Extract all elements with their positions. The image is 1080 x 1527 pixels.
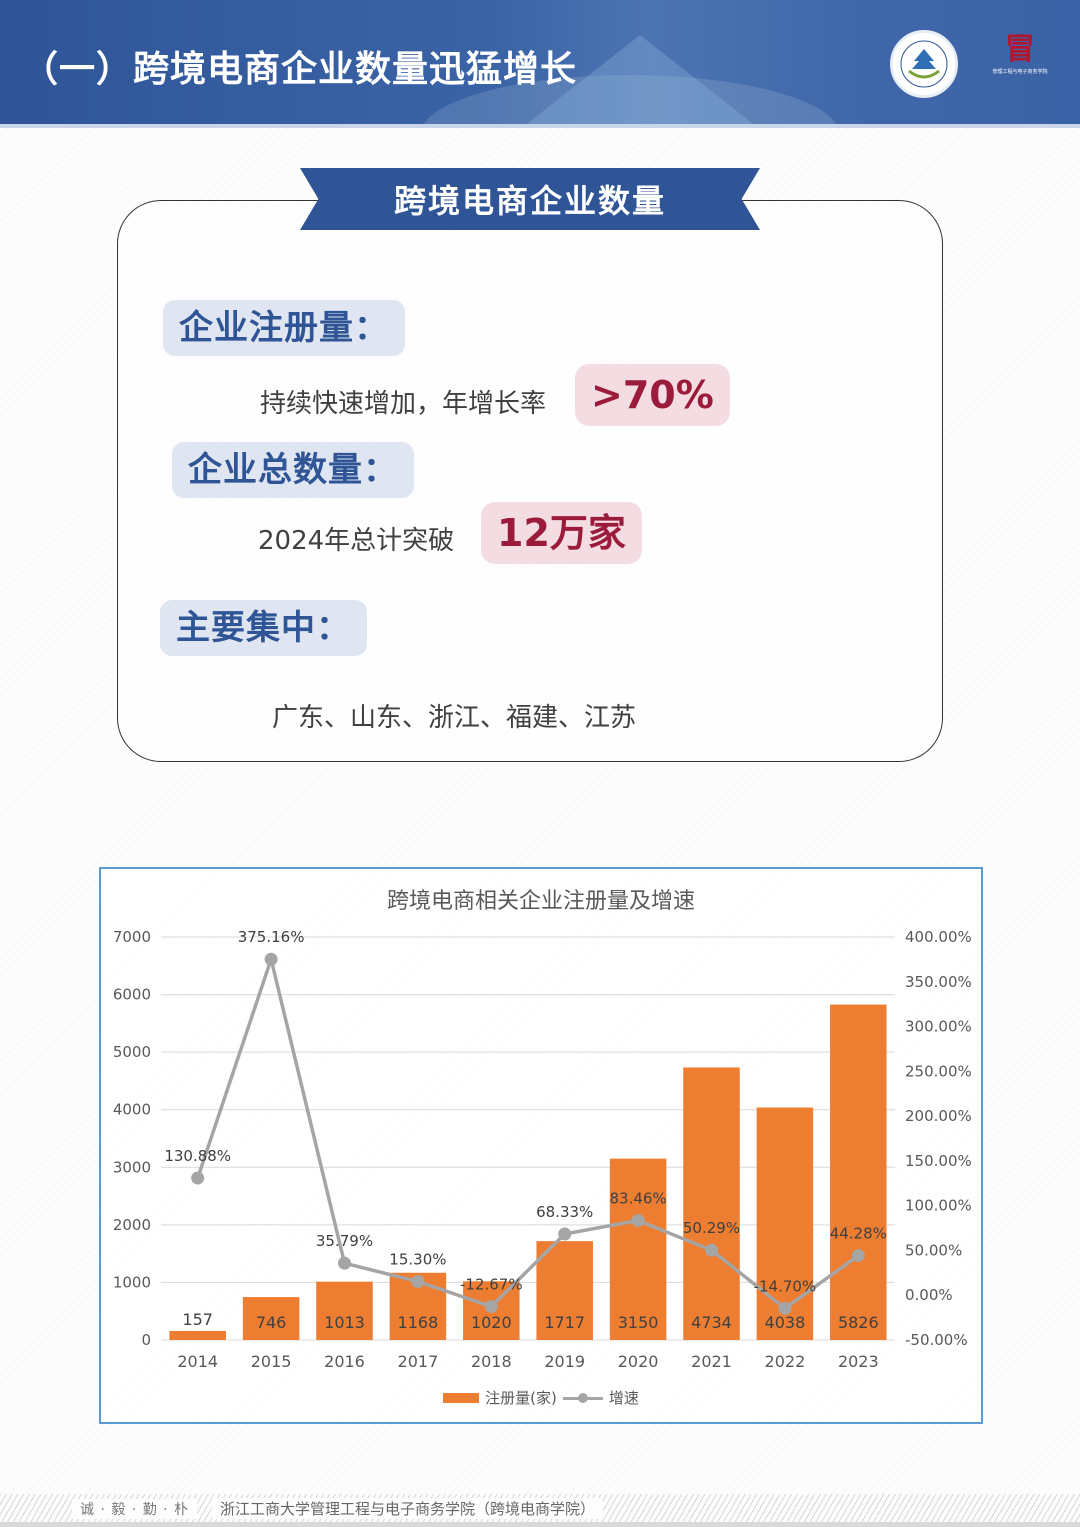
registrations-text: 持续快速增加，年增长率 <box>260 389 547 419</box>
growth-rate-point <box>191 1171 205 1185</box>
main-regions-text: 广东、山东、浙江、福建、江苏 <box>272 703 637 733</box>
left-axis-tick: 6000 <box>113 986 151 1004</box>
right-axis-tick: 100.00% <box>905 1197 972 1215</box>
left-axis-tick: 3000 <box>113 1158 151 1176</box>
legend-line-label: 增速 <box>608 1389 639 1407</box>
x-axis-tick: 2014 <box>177 1352 218 1371</box>
bar-value-label: 4734 <box>691 1313 732 1332</box>
x-axis-tick: 2019 <box>544 1352 585 1371</box>
x-axis-tick: 2015 <box>251 1352 292 1371</box>
footer-bar <box>0 1522 1080 1527</box>
bar-2020 <box>609 1158 667 1340</box>
growth-rate-label: 50.29% <box>683 1219 740 1237</box>
right-axis-tick: 350.00% <box>905 973 972 991</box>
growth-rate-point <box>558 1227 572 1241</box>
right-axis-tick: 200.00% <box>905 1107 972 1125</box>
left-axis-tick: 0 <box>141 1331 151 1349</box>
x-axis-tick: 2016 <box>324 1352 365 1371</box>
growth-rate-label: 83.46% <box>609 1189 666 1207</box>
right-axis-tick: 400.00% <box>905 928 972 946</box>
growth-rate-label: 35.79% <box>316 1232 373 1250</box>
bar-value-label: 1020 <box>471 1313 512 1332</box>
x-axis-tick: 2021 <box>691 1352 732 1371</box>
bar-value-label: 1168 <box>398 1313 439 1332</box>
chart-legend: 注册量(家) 增速 <box>101 1387 981 1408</box>
bar-value-label: 157 <box>182 1310 213 1329</box>
label-main-regions: 主要集中： <box>160 600 367 656</box>
legend-line-marker-icon <box>562 1392 603 1403</box>
growth-rate-label: 44.28% <box>830 1225 887 1243</box>
bar-2019 <box>536 1241 593 1340</box>
university-emblem-icon <box>890 30 958 98</box>
legend-bar-swatch-icon <box>443 1392 480 1403</box>
x-axis-tick: 2018 <box>471 1352 512 1371</box>
bar-value-label: 1013 <box>324 1313 365 1332</box>
growth-rate-point <box>338 1256 351 1270</box>
growth-rate-point <box>411 1275 425 1289</box>
growth-rate-label: 68.33% <box>536 1203 593 1221</box>
left-axis-tick: 4000 <box>113 1101 151 1119</box>
label-total-count: 企业总数量： <box>172 442 414 498</box>
right-axis-tick: 300.00% <box>905 1018 972 1036</box>
school-logo: 冒 管理工程与电子商务学院 <box>985 32 1055 92</box>
growth-rate-label: -12.67% <box>460 1276 523 1294</box>
chart-title: 跨境电商相关企业注册量及增速 <box>386 889 695 914</box>
growth-rate-label: 375.16% <box>238 928 305 946</box>
label-registrations: 企业注册量： <box>163 300 405 356</box>
growth-rate-point <box>484 1300 498 1314</box>
card-ribbon-title: 跨境电商企业数量 <box>300 168 760 230</box>
left-axis-tick: 2000 <box>113 1216 151 1234</box>
bar-value-label: 1717 <box>544 1313 585 1332</box>
ribbon-title-text: 跨境电商企业数量 <box>393 182 666 220</box>
growth-rate-point <box>851 1249 865 1263</box>
x-axis-tick: 2022 <box>765 1352 806 1371</box>
bar-2022 <box>756 1107 814 1340</box>
growth-rate-label: 130.88% <box>164 1147 231 1165</box>
campus-pyramid-decoration <box>500 35 780 128</box>
school-logo-caption: 管理工程与电子商务学院 <box>992 69 1048 75</box>
bar-2023 <box>830 1004 887 1340</box>
left-axis-tick: 5000 <box>113 1043 151 1061</box>
x-axis-tick: 2017 <box>398 1352 439 1371</box>
bar-value-label: 4038 <box>765 1313 806 1332</box>
growth-rate-badge: >70% <box>575 364 730 426</box>
footer: 诚 · 毅 · 勤 · 朴 浙江工商大学管理工程与电子商务学院（跨境电商学院） <box>0 1494 1080 1524</box>
growth-rate-point <box>631 1213 645 1227</box>
legend-bar-label: 注册量(家) <box>485 1389 557 1407</box>
growth-rate-point <box>705 1243 718 1257</box>
growth-rate-label: -14.70% <box>754 1277 817 1295</box>
total-count-text: 2024年总计突破 <box>258 526 455 556</box>
growth-rate-point <box>778 1301 792 1315</box>
right-axis-tick: 150.00% <box>905 1152 972 1170</box>
footer-motto: 诚 · 毅 · 勤 · 朴 <box>72 1499 198 1519</box>
growth-rate-label: 15.30% <box>389 1251 446 1269</box>
chart-plot-area: 0 1000 2000 3000 4000 5000 6000 7000 -50.00% 0.00… <box>113 928 972 1371</box>
header-banner: （一）跨境电商企业数量迅猛增长 冒 管理工程与电子商务学院 <box>0 0 1080 128</box>
right-axis-tick: 0.00% <box>905 1286 953 1304</box>
growth-rate-point <box>264 952 278 966</box>
bar-2014 <box>169 1330 226 1340</box>
x-axis-tick: 2020 <box>618 1352 659 1371</box>
bar-value-label: 5826 <box>838 1313 879 1332</box>
footer-school-name: 浙江工商大学管理工程与电子商务学院（跨境电商学院） <box>212 1498 604 1519</box>
right-axis-tick: -50.00% <box>905 1331 968 1349</box>
left-axis-tick: 1000 <box>113 1273 151 1291</box>
right-axis-tick: 250.00% <box>905 1062 972 1080</box>
total-count-badge: 12万家 <box>481 502 642 564</box>
registration-chart: 跨境电商相关企业注册量及增速 0 1000 2000 3000 4000 5000 6000… <box>99 867 983 1424</box>
growth-rate-line <box>196 957 860 1311</box>
school-logo-icon: 冒 <box>1005 32 1035 67</box>
bar-2016 <box>316 1281 373 1340</box>
bar-2015 <box>242 1297 300 1340</box>
right-axis-tick: 50.00% <box>905 1241 962 1259</box>
x-axis-tick: 2023 <box>838 1352 879 1371</box>
bar-2021 <box>683 1067 740 1340</box>
header-divider <box>0 124 1080 128</box>
page-title: （一）跨境电商企业数量迅猛增长 <box>22 49 578 90</box>
bar-value-label: 3150 <box>618 1313 659 1332</box>
bar-value-label: 746 <box>256 1313 287 1332</box>
left-axis-tick: 7000 <box>113 928 151 946</box>
